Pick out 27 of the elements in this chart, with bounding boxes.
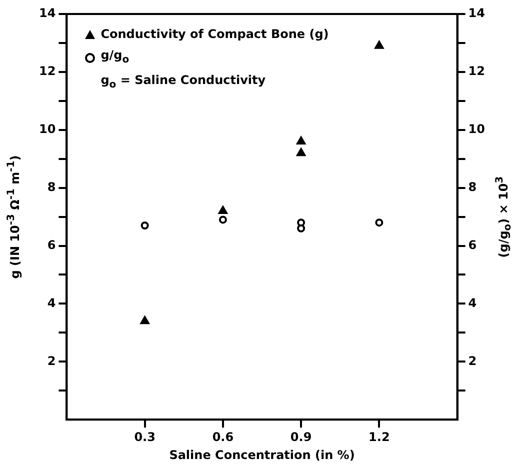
x-tick-label: 1.2 [368,430,390,444]
x-axis-title: Saline Concentration (in %) [169,448,355,462]
legend-label: Conductivity of Compact Bone (g) [100,26,329,43]
point [374,40,384,49]
y2-tick-label: 14 [468,6,486,20]
y-tick-label: 8 [47,180,56,194]
y-tick-label: 14 [38,6,56,20]
annotation: g$_{o}$ = Saline Conductivity [100,72,267,93]
y2-tick-label: 8 [468,180,477,194]
point [218,206,228,214]
x-tick-label: 0.6 [212,430,234,444]
y2-tick-label: 4 [468,296,477,310]
y2-tick-label: 2 [468,354,477,368]
point [296,136,306,144]
legend-label: g/g$_{o}$ [100,47,130,68]
x-tick-label: 0.9 [290,430,312,444]
y2-tick-label: 12 [468,64,486,78]
y-tick-label: 10 [38,122,56,136]
y-tick-label: 2 [47,354,56,368]
y2-tick-label: 10 [468,122,486,136]
y-tick-label: 12 [38,64,56,78]
y2-tick-label: 6 [468,238,477,252]
y-tick-label: 4 [47,296,56,310]
x-tick-label: 0.3 [134,430,156,444]
y-tick-label: 6 [47,238,56,252]
point [140,316,150,324]
point [296,148,306,156]
